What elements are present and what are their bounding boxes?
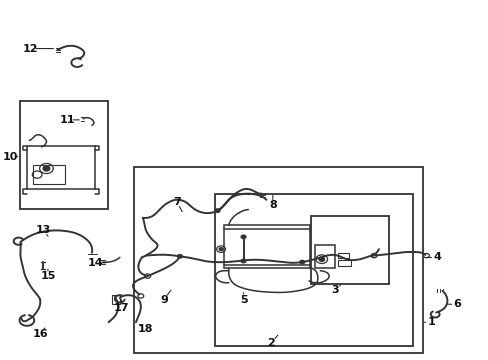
Text: 17: 17 xyxy=(113,303,129,313)
Bar xyxy=(215,194,412,346)
Text: 11: 11 xyxy=(60,115,75,125)
Circle shape xyxy=(318,257,324,261)
Circle shape xyxy=(241,235,245,239)
Text: 3: 3 xyxy=(331,285,339,295)
Text: 16: 16 xyxy=(32,329,48,339)
Circle shape xyxy=(215,209,220,212)
Bar xyxy=(112,295,120,304)
Text: 15: 15 xyxy=(40,271,56,282)
Text: 9: 9 xyxy=(160,294,167,305)
Text: 14: 14 xyxy=(88,258,103,268)
Bar xyxy=(310,216,388,284)
Text: 10: 10 xyxy=(3,152,19,162)
Text: 5: 5 xyxy=(239,294,247,305)
Bar xyxy=(33,165,65,184)
Bar xyxy=(27,146,95,189)
Bar xyxy=(224,225,309,268)
Bar xyxy=(338,253,348,258)
Text: 12: 12 xyxy=(22,44,38,54)
Text: 7: 7 xyxy=(173,197,181,207)
Bar xyxy=(338,260,350,266)
Text: 2: 2 xyxy=(267,338,275,348)
Circle shape xyxy=(299,260,304,264)
Text: 1: 1 xyxy=(427,317,434,327)
Text: 4: 4 xyxy=(432,252,440,262)
Bar xyxy=(134,167,422,353)
Text: 13: 13 xyxy=(35,225,51,235)
Circle shape xyxy=(43,166,50,171)
Circle shape xyxy=(219,248,223,251)
Text: 18: 18 xyxy=(138,324,153,334)
Bar xyxy=(20,101,107,209)
Circle shape xyxy=(241,259,245,263)
Text: 6: 6 xyxy=(452,299,460,309)
Bar xyxy=(315,245,334,268)
Circle shape xyxy=(177,255,182,258)
Text: 8: 8 xyxy=(268,200,276,210)
